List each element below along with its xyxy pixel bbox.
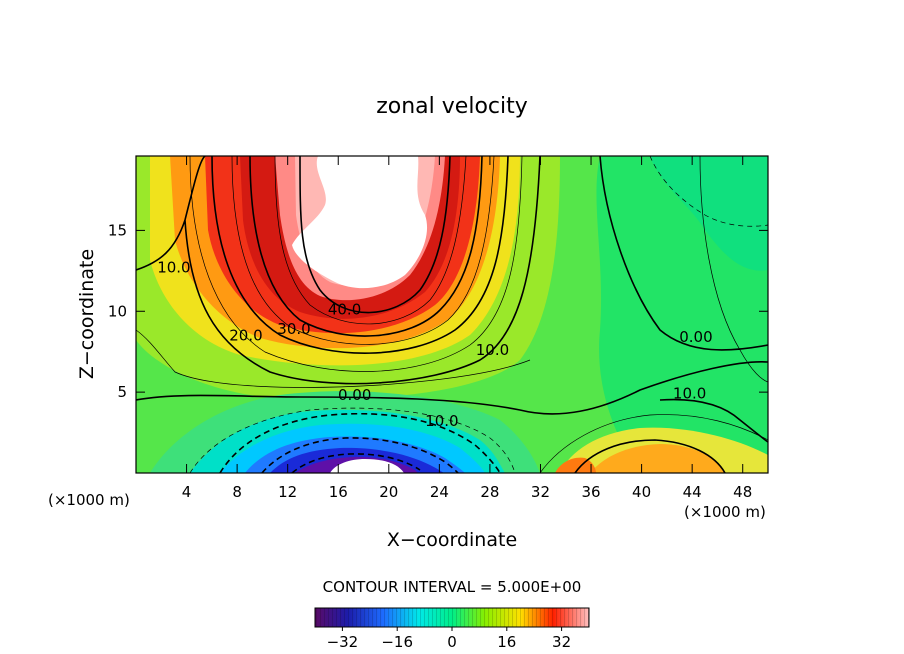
field-white-lower-core — [330, 459, 404, 473]
contour-line-0 — [136, 360, 768, 415]
x-axis-ticks: 4 8 12 16 20 24 28 32 36 40 44 48 — [182, 156, 752, 501]
contour-label: 20.0 — [229, 326, 262, 344]
field-band-bottom-right-orange — [590, 444, 725, 473]
y-tick-label: 15 — [108, 221, 127, 239]
contour-label: 40.0 — [328, 301, 361, 319]
x-tick-label: 12 — [278, 483, 297, 501]
field-band-teal-upper-right — [650, 156, 768, 271]
contour-line-15-thin — [189, 156, 523, 372]
contour-label: 10.0 — [157, 258, 190, 276]
colorbar-stripes — [315, 608, 589, 627]
colorbar-tick-label: −32 — [327, 633, 359, 651]
x-unit-right: (×1000 m) — [684, 503, 766, 521]
contour-line-30 — [249, 156, 483, 337]
contour-line-neg10 — [219, 412, 501, 473]
contour-field — [136, 156, 768, 473]
contour-labels: 40.0 30.0 20.0 10.0 10.0 0.00 10.0 0.00 … — [157, 258, 712, 430]
contour-label: 10.0 — [673, 385, 706, 403]
contour-label: 30.0 — [277, 320, 310, 338]
colorbar: −32 −16 0 16 32 — [314, 607, 590, 651]
contour-label: 0.00 — [679, 328, 712, 346]
x-tick-label: 16 — [329, 483, 348, 501]
y-axis-label: Z−coordinate — [76, 249, 98, 379]
contour-line-5-thin — [136, 329, 531, 388]
contour-line-neg5-thin — [189, 407, 516, 473]
field-white-upper-core — [292, 156, 428, 289]
x-tick-label: 48 — [733, 483, 752, 501]
contour-line-40 — [299, 156, 451, 314]
colorbar-tick-label: 16 — [497, 633, 516, 651]
contour-label: 10.0 — [476, 341, 509, 359]
x-tick-label: 32 — [531, 483, 550, 501]
x-tick-label: 24 — [430, 483, 449, 501]
contour-label: 0.00 — [338, 386, 371, 404]
contour-line-25-thin — [231, 156, 495, 345]
plot-frame — [135, 155, 769, 474]
contour-label: 10.0 — [425, 412, 458, 430]
contour-line-10-lower-right — [659, 398, 768, 443]
contour-line-5-bottom-right — [539, 414, 768, 473]
contour-line-0-upper-right — [599, 156, 768, 351]
x-unit-left: (×1000 m) — [48, 491, 130, 509]
x-tick-label: 44 — [683, 483, 702, 501]
x-tick-label: 40 — [632, 483, 651, 501]
contour-line-neg30 — [291, 453, 421, 473]
contour-line-5-right — [699, 156, 768, 383]
x-tick-label: 28 — [480, 483, 499, 501]
colorbar-tick-label: 32 — [552, 633, 571, 651]
y-axis-ticks: 5 10 15 — [108, 221, 768, 401]
contour-line-neg5-upper-right — [649, 156, 768, 227]
contour-lines — [136, 156, 768, 473]
x-tick-label: 4 — [182, 483, 192, 501]
x-tick-label: 8 — [232, 483, 242, 501]
contour-interval-text: CONTOUR INTERVAL = 5.000E+00 — [323, 578, 582, 596]
x-axis-label: X−coordinate — [387, 529, 517, 551]
colorbar-tick-label: −16 — [381, 633, 413, 651]
contour-line-15-bottom-right — [574, 439, 726, 473]
x-tick-label: 36 — [581, 483, 600, 501]
contour-line-neg20 — [261, 437, 459, 473]
y-tick-label: 5 — [117, 383, 127, 401]
contour-line-35-thin — [274, 156, 467, 325]
contour-line-20 — [211, 156, 509, 354]
contour-line-10-upper — [136, 156, 541, 385]
y-tick-label: 10 — [108, 302, 127, 320]
colorbar-ticks: −32 −16 0 16 32 — [327, 627, 571, 651]
chart-title: zonal velocity — [376, 94, 528, 119]
x-tick-label: 20 — [379, 483, 398, 501]
colorbar-tick-label: 0 — [447, 633, 457, 651]
